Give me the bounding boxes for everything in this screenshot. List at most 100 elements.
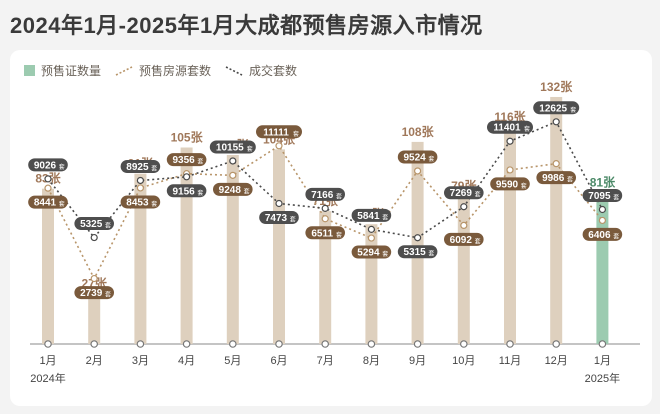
listings-pill	[74, 286, 114, 300]
x-tick-label: 12月	[545, 355, 568, 367]
x-tick-label: 4月	[178, 355, 195, 367]
line-listings-point	[460, 221, 468, 229]
x-tick-marker	[552, 340, 561, 348]
x-tick-label: 5月	[224, 355, 241, 367]
line-deals-point	[275, 199, 283, 208]
x-tick-marker	[182, 340, 191, 348]
x-tick-marker	[367, 340, 376, 348]
listings-unit-label: 套	[59, 200, 65, 208]
listings-unit-label: 套	[336, 231, 342, 239]
deals-value-label: 5315	[403, 247, 426, 258]
deals-value-label: 5841	[357, 211, 380, 222]
listings-value-label: 11111	[263, 127, 289, 138]
line-deals-point	[229, 157, 237, 165]
line-listings-point	[552, 160, 560, 168]
listings-unit-label: 套	[521, 182, 527, 190]
legend-label-listings: 预售房源套数	[139, 64, 212, 78]
legend-label-deals: 成交套数	[249, 64, 298, 78]
x-tick-marker	[413, 340, 422, 348]
listings-value-label: 8441	[34, 198, 57, 209]
line-deals-point	[506, 137, 514, 145]
listings-pill	[166, 153, 207, 167]
x-tick-marker	[90, 340, 99, 348]
listings-unit-label: 套	[244, 187, 250, 195]
bar-permits	[42, 188, 54, 344]
deals-unit-label: 套	[336, 192, 342, 200]
line-deals-point	[367, 225, 375, 233]
listings-pill	[213, 182, 253, 196]
listings-value-label: 9986	[542, 173, 565, 184]
bar-permits	[365, 224, 378, 344]
deals-pill	[351, 208, 392, 222]
deals-pill	[397, 245, 438, 259]
bar-permits	[457, 196, 470, 344]
line-listings-point	[44, 184, 52, 192]
deals-unit-label: 套	[524, 125, 530, 133]
listings-value-label: 9248	[219, 185, 242, 196]
page-title: 2024年1月-2025年1月大成都预售房源入市情况	[10, 13, 483, 38]
listings-pill	[397, 150, 438, 164]
bar-permits	[411, 141, 424, 344]
chart-legend: 预售证数量 预售房源套数 成交套数	[24, 62, 311, 79]
listings-value-label: 6511	[311, 228, 333, 239]
x-tick-label: 11月	[499, 355, 521, 367]
deals-value-label: 9026	[34, 160, 57, 171]
bar-permits	[134, 173, 147, 344]
deals-pill	[533, 101, 580, 115]
line-listings-point	[90, 274, 98, 283]
x-tick-label: 1月	[39, 355, 56, 367]
deals-unit-label: 套	[290, 215, 296, 223]
line-deals-point	[183, 173, 191, 181]
x-tick-label: 7月	[317, 355, 334, 367]
bar-permits	[273, 149, 285, 344]
legend-bar-swatch	[24, 65, 35, 76]
listings-unit-label: 套	[567, 176, 573, 184]
line-listings-point	[414, 167, 422, 175]
line-deals-point	[414, 234, 422, 242]
listings-value-label: 5294	[357, 248, 380, 259]
deals-value-label: 11401	[493, 123, 521, 134]
bar-permits	[596, 192, 609, 344]
listings-pill	[305, 226, 345, 240]
listings-pill	[582, 227, 623, 241]
bar-permits	[550, 96, 563, 344]
listings-value-label: 8453	[126, 197, 149, 208]
x-tick-label: 6月	[270, 355, 287, 367]
listings-pill	[536, 171, 576, 185]
listings-value-label: 9524	[403, 152, 426, 163]
listings-unit-label: 套	[382, 250, 388, 258]
x-tick-marker	[136, 340, 145, 348]
line-deals-point	[552, 118, 560, 126]
line-listings-point	[367, 234, 375, 242]
bar-permits	[504, 126, 516, 345]
bar-value-label: 81张	[590, 174, 616, 189]
deals-unit-label: 套	[197, 189, 203, 197]
line-listings-point	[321, 215, 329, 223]
deals-value-label: 5325	[80, 219, 103, 230]
x-tick-marker	[598, 340, 607, 348]
x-tick-label: 8月	[363, 355, 380, 367]
x-tick-label: 9月	[409, 355, 426, 367]
deals-pill	[582, 188, 623, 202]
line-listings-point	[275, 142, 283, 150]
listings-value-label: 9356	[172, 155, 195, 166]
bar-value-label: 116张	[494, 109, 526, 124]
deals-value-label: 7269	[450, 188, 473, 199]
deals-value-label: 10155	[216, 142, 244, 153]
deals-pill	[166, 184, 207, 198]
deals-unit-label: 套	[59, 163, 65, 171]
deals-value-label: 9156	[172, 186, 195, 197]
legend-item-listings: 预售房源套数	[115, 62, 211, 79]
deals-pill	[28, 158, 68, 172]
deals-pill	[305, 187, 345, 201]
x-tick-marker	[275, 340, 283, 348]
legend-deals-line-icon	[225, 65, 243, 76]
legend-listings-line-icon	[115, 65, 133, 76]
deals-value-label: 8925	[126, 162, 149, 173]
legend-item-deals: 成交套数	[225, 62, 297, 79]
bar-value-label: 132张	[540, 79, 573, 94]
x-tick-marker	[321, 340, 330, 348]
listings-unit-label: 套	[428, 155, 434, 163]
bar-permits	[226, 154, 239, 344]
